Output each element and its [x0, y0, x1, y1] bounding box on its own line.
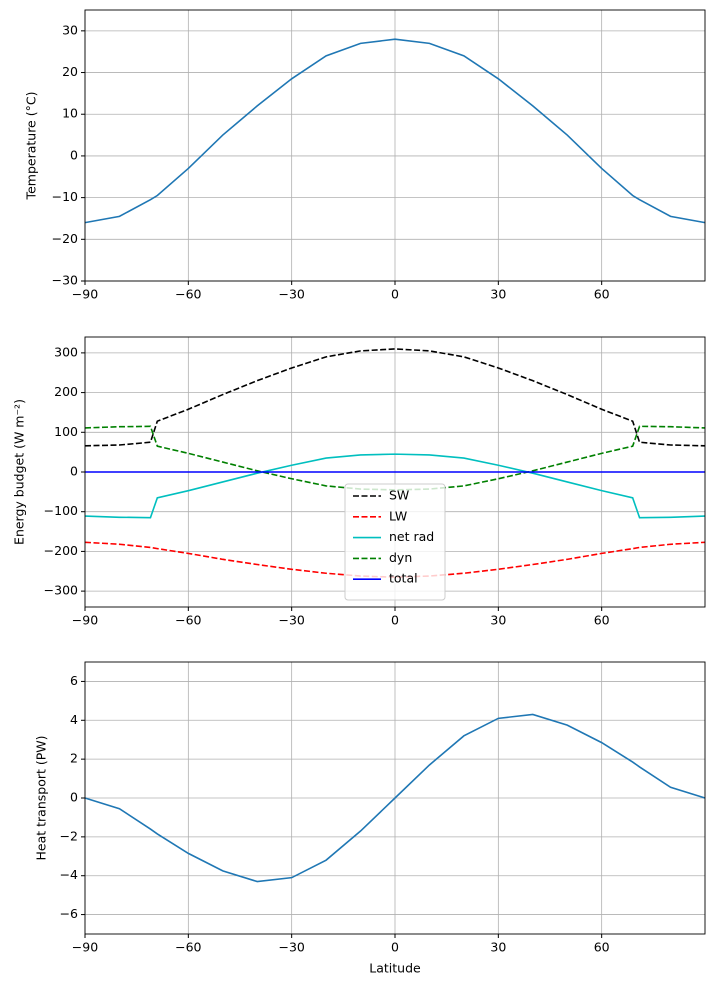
y-tick-label: 0: [70, 147, 78, 162]
y-tick-label: 4: [70, 712, 78, 727]
y-tick-label: 30: [62, 22, 78, 37]
legend-label: dyn: [389, 550, 412, 565]
x-tick-label: −60: [175, 940, 201, 955]
legend-box: [344, 483, 446, 601]
y-tick-label: −30: [52, 273, 78, 288]
y-tick-label: −20: [52, 231, 78, 246]
x-tick-label: −30: [278, 613, 304, 628]
y-tick-label: 100: [54, 424, 78, 439]
x-tick-label: −30: [278, 287, 304, 302]
y-tick-label: −6: [60, 906, 78, 921]
y-tick-label: 200: [54, 384, 78, 399]
x-tick-label: 30: [490, 287, 506, 302]
x-tick-label: 0: [391, 940, 399, 955]
y-tick-label: 2: [70, 751, 78, 766]
x-tick-label: −90: [72, 613, 98, 628]
legend-label: total: [389, 571, 418, 586]
y-tick-label: −4: [60, 867, 78, 882]
x-tick-label: −60: [175, 613, 201, 628]
series-line: [84, 453, 706, 519]
x-tick-label: −90: [72, 287, 98, 302]
y-tick-label: 10: [62, 106, 78, 121]
series-line: [84, 348, 706, 447]
y-tick-label: 20: [62, 64, 78, 79]
y-tick-label: −200: [44, 543, 78, 558]
series-line: [84, 38, 706, 224]
x-tick-label: −90: [72, 940, 98, 955]
legend: SW LW net rad dyn total: [344, 483, 446, 601]
legend-label: SW: [389, 488, 409, 503]
y-tick-label: −2: [60, 828, 78, 843]
x-tick-label: 0: [391, 287, 399, 302]
y-tick-label: −100: [44, 503, 78, 518]
x-tick-label: 60: [594, 287, 610, 302]
x-tick-label: 30: [490, 613, 506, 628]
legend-label: net rad: [389, 529, 434, 544]
x-tick-label: −30: [278, 940, 304, 955]
x-tick-label: 60: [594, 613, 610, 628]
legend-label: LW: [389, 508, 407, 523]
x-axis-label: Latitude: [369, 961, 421, 976]
y-tick-label: −300: [44, 583, 78, 598]
x-tick-label: 30: [490, 940, 506, 955]
axes-frame: [84, 336, 706, 608]
y-axis-label: Temperature (°C): [24, 92, 39, 201]
y-axis-label: Energy budget (W m⁻²): [12, 399, 27, 545]
y-tick-label: 0: [70, 464, 78, 479]
y-axis-label: Heat transport (PW): [34, 735, 49, 860]
series-line: [84, 541, 706, 579]
y-tick-label: −10: [52, 189, 78, 204]
x-tick-label: −60: [175, 287, 201, 302]
y-tick-label: 300: [54, 344, 78, 359]
x-tick-label: 60: [594, 940, 610, 955]
axes-frame: [84, 9, 706, 282]
series-line: [84, 713, 706, 883]
y-tick-label: 6: [70, 673, 78, 688]
x-tick-label: 0: [391, 613, 399, 628]
y-tick-label: 0: [70, 790, 78, 805]
axes-frame: [84, 661, 706, 935]
